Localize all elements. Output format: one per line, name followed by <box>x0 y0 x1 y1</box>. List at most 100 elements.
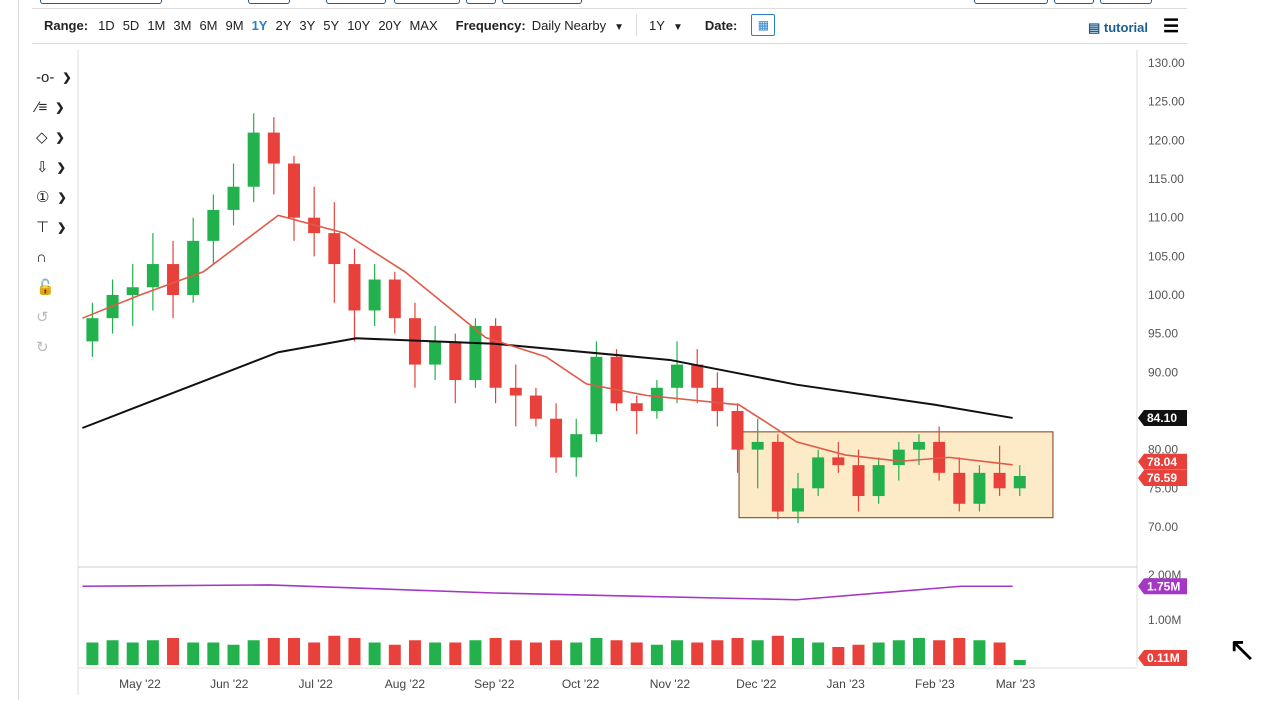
candle-body <box>650 387 663 411</box>
chevron-down-icon: ▼ <box>672 21 683 33</box>
chevron-right-icon: ❯ <box>57 221 67 234</box>
range-3m[interactable]: 3M <box>173 17 192 33</box>
candle-body <box>570 434 583 458</box>
ma200-line <box>82 337 1013 429</box>
mouse-cursor-icon: ↖ <box>1228 631 1257 669</box>
candle-body <box>912 441 925 450</box>
chevron-right-icon: ❯ <box>56 161 66 174</box>
volume-bar <box>550 640 563 665</box>
y-tick-label: 90.00 <box>1148 365 1178 379</box>
volume-bar <box>832 647 845 665</box>
date-label: Date: <box>704 17 738 33</box>
candle-body <box>388 279 401 319</box>
x-tick-label: May '22 <box>119 677 161 691</box>
candle-body <box>993 472 1006 489</box>
volume-bar <box>812 642 825 665</box>
top-input[interactable] <box>40 0 162 4</box>
candle-body <box>288 163 300 218</box>
volume-bar <box>388 644 401 665</box>
range-5y[interactable]: 5Y <box>323 17 340 33</box>
measure-tool[interactable]: ⊤ ❯ <box>36 212 76 242</box>
x-tick-label: Jun '22 <box>210 677 249 691</box>
volume-tick-label: 1.00M <box>1148 613 1181 627</box>
undo-button[interactable]: ↺ <box>36 302 76 332</box>
chevron-right-icon: ❯ <box>55 101 65 114</box>
candle-body <box>348 264 361 311</box>
volume-bar <box>146 640 159 665</box>
y-tick-label: 100.00 <box>1148 288 1185 302</box>
film-icon: ▤ <box>1088 20 1104 35</box>
x-tick-label: Nov '22 <box>650 677 691 691</box>
chart-toolbar: Range: 1D 5D 1M 3M 6M 9M 1Y 2Y 3Y 5Y 10Y 20Y MAX Fre… <box>44 12 1190 38</box>
lock-tool[interactable]: 🔓 <box>36 272 76 302</box>
range-10y[interactable]: 10Y <box>347 17 371 33</box>
range-2y[interactable]: 2Y <box>275 17 292 33</box>
undo-icon: ↺ <box>36 309 49 326</box>
frequency-label: Frequency: <box>455 17 526 33</box>
range-3y[interactable]: 3Y <box>299 17 316 33</box>
candle-body <box>368 279 381 311</box>
crosshair-tool[interactable]: -o- ❯ <box>36 62 76 92</box>
top-button[interactable] <box>466 0 496 4</box>
top-button[interactable] <box>394 0 460 4</box>
candle-body <box>187 240 200 295</box>
x-tick-label: Jul '22 <box>299 677 334 691</box>
range-9m[interactable]: 9M <box>225 17 244 33</box>
volume-average-label: 1.75M <box>1147 579 1180 593</box>
top-button[interactable] <box>974 0 1048 4</box>
range-1y[interactable]: 1Y <box>251 17 268 33</box>
magnet-icon: ∩ <box>36 248 47 266</box>
calendar-icon[interactable]: ▦ <box>751 14 776 36</box>
shapes-tool[interactable]: ◇ ❯ <box>36 122 76 152</box>
volume-bar <box>106 640 119 665</box>
top-button[interactable] <box>326 0 386 4</box>
candle-body <box>731 410 744 450</box>
top-button[interactable] <box>502 0 582 4</box>
volume-bar <box>852 644 865 665</box>
top-button[interactable] <box>248 0 290 4</box>
range-6m[interactable]: 6M <box>199 17 218 33</box>
redo-button[interactable]: ↻ <box>36 332 76 362</box>
volume-bar <box>610 640 623 665</box>
candle-body <box>771 441 784 512</box>
candle-body <box>469 325 482 381</box>
range-max[interactable]: MAX <box>409 17 438 33</box>
hamburger-menu-icon[interactable]: ☰ <box>1163 16 1180 36</box>
drawing-tools: -o- ❯ ∕≡ ❯ ◇ ❯ ⇩ ❯ ① ❯ ⊤ ❯ ∩ 🔓 ↺ ↻ <box>36 62 76 362</box>
candle-body <box>973 472 986 504</box>
range-label: Range: <box>44 17 89 33</box>
redo-icon: ↻ <box>36 339 49 356</box>
chevron-right-icon: ❯ <box>62 71 72 84</box>
candle-body <box>167 264 180 295</box>
trend-line-tool[interactable]: ∕≡ ❯ <box>36 92 76 122</box>
x-tick-label: Jan '23 <box>826 677 865 691</box>
volume-bar <box>86 642 99 665</box>
range-1m[interactable]: 1M <box>147 17 166 33</box>
magnet-tool[interactable]: ∩ <box>36 242 76 272</box>
volume-bar <box>167 638 180 665</box>
candle-body <box>106 294 119 319</box>
candle-body <box>751 441 764 450</box>
top-button[interactable] <box>1054 0 1094 4</box>
y-tick-label: 75.00 <box>1148 481 1178 495</box>
top-button[interactable] <box>1100 0 1152 4</box>
frequency-select[interactable]: Daily Nearby ▼ <box>532 18 624 33</box>
range-20y[interactable]: 20Y <box>378 17 402 33</box>
candle-body <box>449 341 462 381</box>
candle-body <box>207 209 220 241</box>
x-tick-label: Dec '22 <box>736 677 777 691</box>
tutorial-link[interactable]: ▤ tutorial <box>1088 20 1148 36</box>
trend-line-icon: ∕≡ <box>36 98 48 116</box>
candle-body <box>308 217 321 234</box>
ma50-line <box>82 214 1013 466</box>
crosshair-icon: -o- <box>36 68 55 86</box>
last-volume-tag <box>1138 650 1187 666</box>
range-5d[interactable]: 5D <box>122 17 140 33</box>
annotation-tool[interactable]: ① ❯ <box>36 182 76 212</box>
period-select[interactable]: 1Y ▼ <box>649 18 683 33</box>
arrow-tool[interactable]: ⇩ ❯ <box>36 152 76 182</box>
volume-bar <box>469 640 482 665</box>
candle-body <box>146 264 159 288</box>
range-1d[interactable]: 1D <box>98 17 115 33</box>
